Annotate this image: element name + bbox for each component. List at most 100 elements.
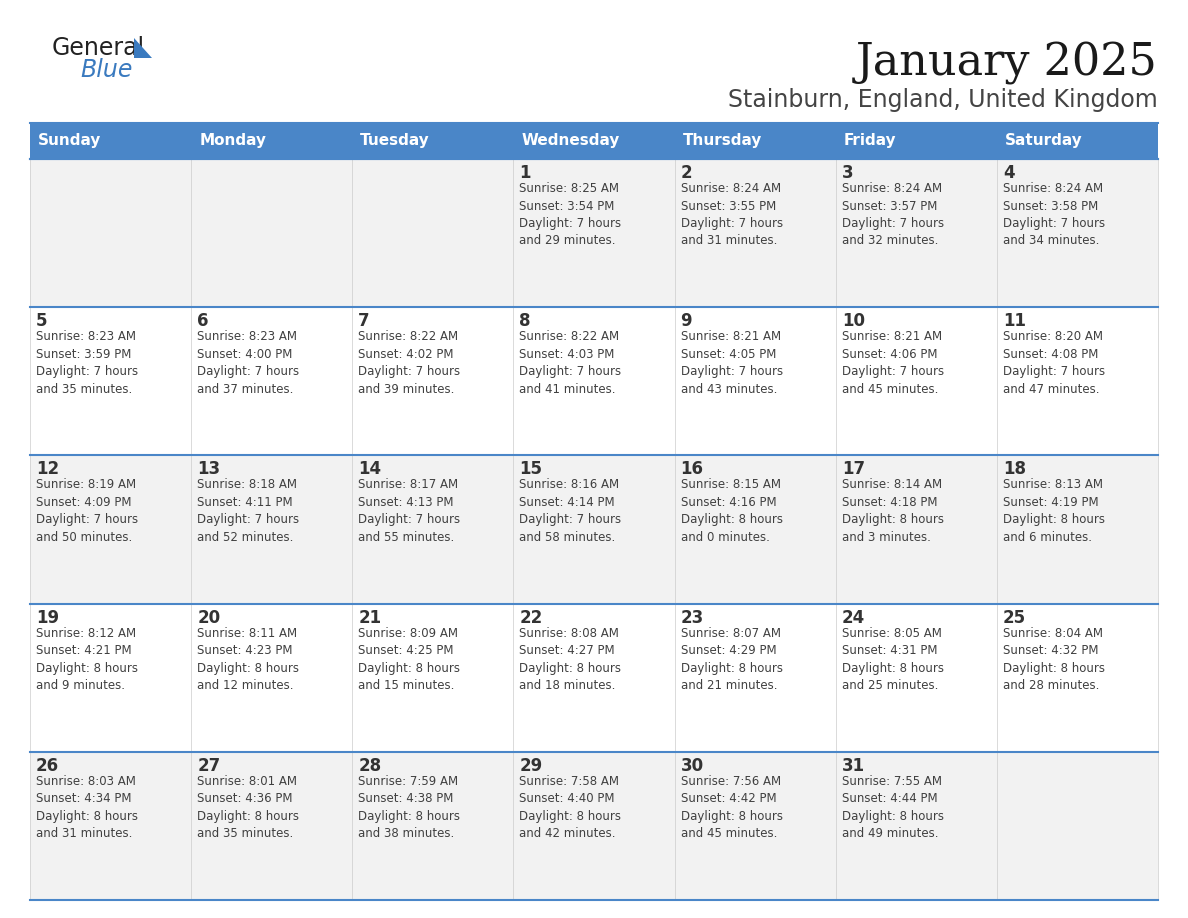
Text: Sunset: 4:06 PM: Sunset: 4:06 PM	[842, 348, 937, 361]
Text: Sunrise: 8:21 AM: Sunrise: 8:21 AM	[681, 330, 781, 343]
Text: Sunday: Sunday	[38, 133, 101, 149]
Text: Sunset: 4:00 PM: Sunset: 4:00 PM	[197, 348, 292, 361]
Text: Daylight: 8 hours: Daylight: 8 hours	[842, 662, 943, 675]
Text: Sunrise: 8:09 AM: Sunrise: 8:09 AM	[359, 627, 459, 640]
Text: Sunset: 4:21 PM: Sunset: 4:21 PM	[36, 644, 132, 657]
Text: Friday: Friday	[843, 133, 896, 149]
Text: Sunset: 4:36 PM: Sunset: 4:36 PM	[197, 792, 292, 805]
Text: Sunrise: 8:24 AM: Sunrise: 8:24 AM	[681, 182, 781, 195]
Text: Daylight: 8 hours: Daylight: 8 hours	[1003, 513, 1105, 526]
Text: Daylight: 7 hours: Daylight: 7 hours	[519, 217, 621, 230]
Text: and 0 minutes.: and 0 minutes.	[681, 531, 770, 543]
Text: Daylight: 7 hours: Daylight: 7 hours	[1003, 217, 1105, 230]
Text: Daylight: 7 hours: Daylight: 7 hours	[197, 513, 299, 526]
Text: Sunset: 3:57 PM: Sunset: 3:57 PM	[842, 199, 937, 212]
Text: Sunrise: 8:15 AM: Sunrise: 8:15 AM	[681, 478, 781, 491]
Text: and 47 minutes.: and 47 minutes.	[1003, 383, 1099, 396]
Text: and 55 minutes.: and 55 minutes.	[359, 531, 455, 543]
Text: and 38 minutes.: and 38 minutes.	[359, 827, 455, 840]
Text: Daylight: 7 hours: Daylight: 7 hours	[842, 217, 943, 230]
Text: Sunrise: 8:24 AM: Sunrise: 8:24 AM	[1003, 182, 1102, 195]
Text: Daylight: 8 hours: Daylight: 8 hours	[359, 810, 460, 823]
Text: and 35 minutes.: and 35 minutes.	[36, 383, 132, 396]
Text: and 45 minutes.: and 45 minutes.	[681, 827, 777, 840]
Text: and 31 minutes.: and 31 minutes.	[36, 827, 132, 840]
Text: Stainburn, England, United Kingdom: Stainburn, England, United Kingdom	[728, 88, 1158, 112]
Text: 10: 10	[842, 312, 865, 330]
Text: 16: 16	[681, 461, 703, 478]
Text: Daylight: 7 hours: Daylight: 7 hours	[36, 513, 138, 526]
Text: Sunset: 3:59 PM: Sunset: 3:59 PM	[36, 348, 132, 361]
Text: Monday: Monday	[200, 133, 266, 149]
Text: Sunset: 4:23 PM: Sunset: 4:23 PM	[197, 644, 292, 657]
Text: Sunset: 4:11 PM: Sunset: 4:11 PM	[197, 496, 292, 509]
Text: Sunrise: 8:19 AM: Sunrise: 8:19 AM	[36, 478, 137, 491]
Text: 22: 22	[519, 609, 543, 627]
Text: Blue: Blue	[80, 58, 132, 82]
Text: Sunset: 4:29 PM: Sunset: 4:29 PM	[681, 644, 776, 657]
Text: 19: 19	[36, 609, 59, 627]
Text: Daylight: 7 hours: Daylight: 7 hours	[1003, 365, 1105, 378]
Text: Sunset: 4:03 PM: Sunset: 4:03 PM	[519, 348, 615, 361]
Text: Sunset: 4:05 PM: Sunset: 4:05 PM	[681, 348, 776, 361]
Text: Wednesday: Wednesday	[522, 133, 620, 149]
Text: and 15 minutes.: and 15 minutes.	[359, 679, 455, 692]
Text: Sunset: 4:14 PM: Sunset: 4:14 PM	[519, 496, 615, 509]
Text: Daylight: 8 hours: Daylight: 8 hours	[197, 810, 299, 823]
Text: Sunset: 4:27 PM: Sunset: 4:27 PM	[519, 644, 615, 657]
Text: Sunrise: 8:25 AM: Sunrise: 8:25 AM	[519, 182, 619, 195]
Text: and 43 minutes.: and 43 minutes.	[681, 383, 777, 396]
Bar	[997, 123, 1158, 159]
Bar	[30, 752, 1158, 900]
Text: Sunset: 4:44 PM: Sunset: 4:44 PM	[842, 792, 937, 805]
Text: and 32 minutes.: and 32 minutes.	[842, 234, 939, 248]
Bar	[30, 159, 1158, 308]
Text: Daylight: 8 hours: Daylight: 8 hours	[681, 662, 783, 675]
Text: 29: 29	[519, 756, 543, 775]
Text: Sunrise: 7:55 AM: Sunrise: 7:55 AM	[842, 775, 942, 788]
Bar	[30, 123, 191, 159]
Text: Sunset: 4:02 PM: Sunset: 4:02 PM	[359, 348, 454, 361]
Text: and 28 minutes.: and 28 minutes.	[1003, 679, 1099, 692]
Text: 17: 17	[842, 461, 865, 478]
Text: and 9 minutes.: and 9 minutes.	[36, 679, 125, 692]
Polygon shape	[134, 38, 152, 58]
Text: Sunrise: 7:56 AM: Sunrise: 7:56 AM	[681, 775, 781, 788]
Text: Sunrise: 8:12 AM: Sunrise: 8:12 AM	[36, 627, 137, 640]
Bar	[353, 123, 513, 159]
Text: 27: 27	[197, 756, 221, 775]
Text: 11: 11	[1003, 312, 1026, 330]
Text: Sunset: 4:25 PM: Sunset: 4:25 PM	[359, 644, 454, 657]
Text: Sunset: 4:16 PM: Sunset: 4:16 PM	[681, 496, 776, 509]
Text: Sunset: 4:31 PM: Sunset: 4:31 PM	[842, 644, 937, 657]
Text: Sunrise: 8:22 AM: Sunrise: 8:22 AM	[519, 330, 620, 343]
Text: 30: 30	[681, 756, 703, 775]
Text: Daylight: 8 hours: Daylight: 8 hours	[681, 810, 783, 823]
Text: Sunset: 4:18 PM: Sunset: 4:18 PM	[842, 496, 937, 509]
Text: General: General	[52, 36, 145, 60]
Bar	[675, 123, 835, 159]
Text: Daylight: 7 hours: Daylight: 7 hours	[842, 365, 943, 378]
Text: 23: 23	[681, 609, 703, 627]
Text: Sunrise: 8:03 AM: Sunrise: 8:03 AM	[36, 775, 135, 788]
Text: 26: 26	[36, 756, 59, 775]
Text: Daylight: 7 hours: Daylight: 7 hours	[197, 365, 299, 378]
Text: 25: 25	[1003, 609, 1026, 627]
Text: Sunset: 4:38 PM: Sunset: 4:38 PM	[359, 792, 454, 805]
Text: 8: 8	[519, 312, 531, 330]
Text: Sunrise: 8:01 AM: Sunrise: 8:01 AM	[197, 775, 297, 788]
Text: and 52 minutes.: and 52 minutes.	[197, 531, 293, 543]
Text: and 41 minutes.: and 41 minutes.	[519, 383, 615, 396]
Text: Daylight: 8 hours: Daylight: 8 hours	[36, 662, 138, 675]
Text: and 42 minutes.: and 42 minutes.	[519, 827, 615, 840]
Text: 2: 2	[681, 164, 693, 182]
Text: Daylight: 7 hours: Daylight: 7 hours	[681, 365, 783, 378]
Text: and 12 minutes.: and 12 minutes.	[197, 679, 293, 692]
Text: 9: 9	[681, 312, 693, 330]
Text: Sunset: 4:32 PM: Sunset: 4:32 PM	[1003, 644, 1099, 657]
Text: Sunrise: 8:21 AM: Sunrise: 8:21 AM	[842, 330, 942, 343]
Text: 1: 1	[519, 164, 531, 182]
Text: 28: 28	[359, 756, 381, 775]
Text: Sunrise: 8:08 AM: Sunrise: 8:08 AM	[519, 627, 619, 640]
Text: Sunset: 3:54 PM: Sunset: 3:54 PM	[519, 199, 615, 212]
